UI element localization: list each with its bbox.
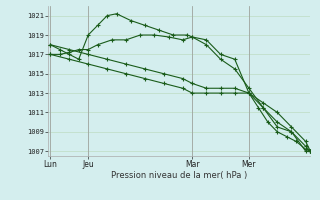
X-axis label: Pression niveau de la mer( hPa ): Pression niveau de la mer( hPa ) (111, 171, 247, 180)
